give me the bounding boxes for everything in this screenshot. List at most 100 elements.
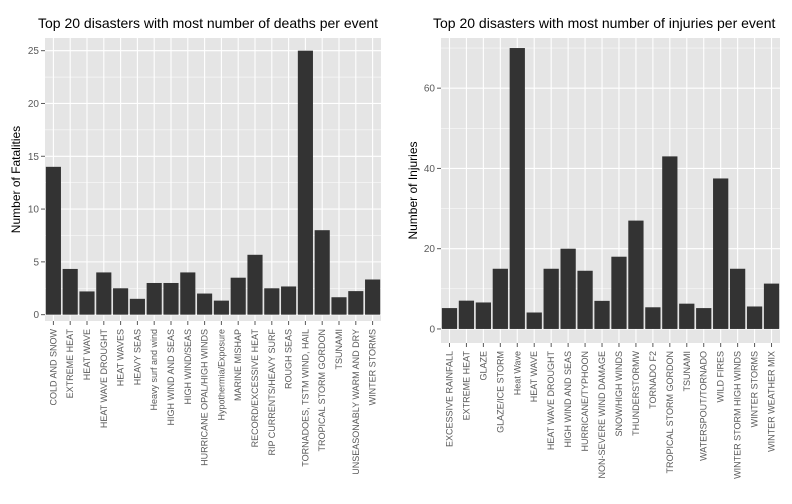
bar [679,303,695,329]
x-tick-label: TORNADOES, TSTM WIND, HAIL [300,329,310,467]
x-tick-label: HEAT WAVE [82,329,92,380]
x-tick-label: NON-SEVERE WIND DAMAGE [597,351,607,479]
bar [314,230,330,315]
x-tick-label: Hypothermia/Exposure [216,329,226,421]
bar [45,166,61,315]
x-tick-label: WINTER STORMS [368,329,378,405]
x-tick-label: MARINE MISHAP [233,329,243,401]
x-tick-label: HURRICANE/TYPHOON [580,351,590,452]
x-tick-label: HEAT WAVES [116,329,126,386]
bar [197,293,213,315]
bar [509,48,525,329]
x-tick-label: EXCESSIVE RAINFALL [444,351,454,447]
bar [96,272,112,315]
y-tick-label: 25 [28,46,40,57]
plot-panel [441,38,780,343]
chart-title: Top 20 disasters with most number of inj… [433,15,775,31]
y-tick-label: 0 [33,310,39,321]
x-tick-label: GLAZE/ICE STORM [495,351,505,433]
bar [763,283,780,329]
x-tick-label: HIGH WIND AND SEAS [166,329,176,426]
bar [180,272,196,315]
bar [560,248,576,329]
x-tick-label: ROUGH SEAS [284,329,294,389]
bar [696,308,712,329]
x-tick-label: EXTREME HEAT [65,329,75,399]
x-tick-label: HIGH WIND/SEAS [183,329,193,405]
bar [213,300,229,315]
x-tick-label: EXTREME HEAT [461,351,471,421]
y-tick-label: 20 [424,244,436,255]
x-tick-label: HEAT WAVE DROUGHT [99,328,109,428]
y-tick-label: 0 [429,324,435,335]
bar [365,279,381,315]
y-tick-label: 20 [28,99,40,110]
bar [594,300,610,329]
x-tick-label: HIGH WIND AND SEAS [563,351,573,448]
bar [331,297,347,315]
x-tick-label: RIP CURRENTS/HEAVY SURF [267,329,277,456]
bar [297,50,313,315]
y-tick-label: 5 [33,257,39,268]
bar [281,286,297,315]
bar [79,291,95,315]
bar [645,307,661,329]
bar [458,300,475,329]
x-tick-label: HURRICANE OPAL/HIGH WINDS [200,329,210,466]
chart-1: 0 5 10 15 20 25 COLD AND SNOW EXTREME HEAT HEAT … [9,15,381,475]
x-tick-label: THUNDERSTORMW [631,350,641,435]
x-tick-label: HEAVY SEAS [132,329,142,385]
bar [577,270,593,329]
x-tick-label: TSUNAMI [682,351,692,392]
bar [526,312,542,329]
bar [113,288,129,315]
y-axis-label: Number of Fatalities [9,126,23,233]
x-tick-label: WINTER STORMS [750,351,760,427]
bar [713,178,729,329]
bar [662,156,678,329]
bar [746,306,763,329]
y-axis-label: Number of Injuries [406,141,420,239]
x-tick-label: WILD FIRES [716,351,726,403]
x-tick-label: RECORD/EXCESSIVE HEAT [250,328,260,447]
bar [492,268,508,329]
x-tick-label: SNOW/HIGH WINDS [614,351,624,437]
x-tick-label: GLAZE [478,351,488,381]
x-tick-label: WATERSPOUT/TORNADO [699,351,709,461]
chart-2: 0 20 40 60 EXCESSIVE RAINFALL EXTREME HEAT GLA… [406,15,780,479]
bar [628,220,644,329]
x-tick-label: COLD AND SNOW [48,329,58,406]
y-tick-label: 60 [424,84,436,95]
bar [247,254,263,315]
bar [146,282,162,315]
x-tick-label: TSUNAMI [334,329,344,370]
bar [441,308,458,329]
bar [348,291,364,315]
bar [163,282,179,315]
bar [230,277,246,315]
x-tick-label: TROPICAL STORM GORDON [317,329,327,452]
x-tick-label: HEAT WAVE [529,351,539,402]
y-tick-label: 40 [424,164,436,175]
bar [543,268,559,329]
x-tick-label: HEAT WAVE DROUGHT [546,350,556,450]
x-tick-label: Heavy surf and wind [149,329,159,411]
x-tick-label: WINTER WEATHER MIX [767,351,777,452]
y-tick-label: 10 [28,205,40,216]
x-tick-label: UNSEASONABLY WARM AND DRY [351,329,361,475]
x-tick-label: TROPICAL STORM GORDON [665,351,675,474]
bar [475,302,492,329]
x-tick-label: WINTER STORM HIGH WINDS [733,351,743,479]
bar [729,268,746,329]
bar [611,256,627,329]
x-tick-label: TORNADO F2 [648,351,658,409]
bar [62,268,78,315]
x-tick-label: Heat Wave [512,351,522,395]
bar [129,298,145,315]
y-tick-label: 15 [28,152,40,163]
chart-title: Top 20 disasters with most number of dea… [38,15,378,31]
plot-panel [45,38,381,321]
bar [264,288,280,315]
